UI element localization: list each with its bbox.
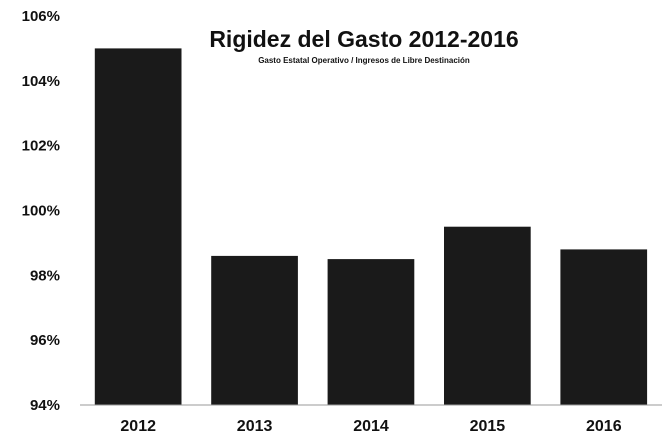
chart-title: Rigidez del Gasto 2012-2016	[209, 26, 518, 52]
chart-subtitle: Gasto Estatal Operativo / Ingresos de Li…	[258, 56, 470, 65]
bars	[94, 48, 648, 406]
x-tick-label: 2016	[586, 418, 622, 435]
x-tick-label: 2012	[120, 418, 156, 435]
bar-2014	[327, 259, 415, 405]
bar-2013	[211, 255, 298, 405]
x-axis: 2012 2013 2014 2015 2016	[80, 404, 662, 435]
y-tick-label: 94%	[30, 397, 60, 414]
y-tick-label: 98%	[30, 267, 60, 284]
x-tick-label: 2013	[237, 418, 273, 435]
x-tick-label: 2014	[353, 418, 389, 435]
y-tick-label: 104%	[22, 73, 60, 90]
y-tick-label: 106%	[22, 8, 60, 25]
bar-2012	[94, 48, 182, 406]
x-tick-label: 2015	[470, 418, 506, 435]
bar-2015	[444, 226, 531, 405]
y-tick-label: 100%	[22, 203, 60, 220]
y-axis: 94% 96% 98% 100% 102% 104% 106%	[22, 8, 60, 414]
y-tick-label: 96%	[30, 332, 60, 349]
y-tick-label: 102%	[22, 138, 60, 155]
bar-2016	[560, 249, 648, 405]
